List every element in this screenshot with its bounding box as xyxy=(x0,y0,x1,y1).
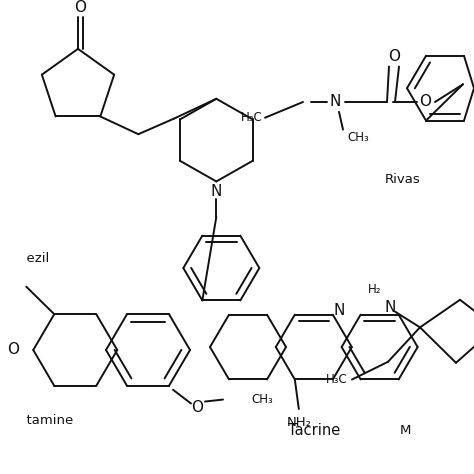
Text: H₂: H₂ xyxy=(367,283,381,296)
Text: N: N xyxy=(210,184,222,199)
Text: H₃C: H₃C xyxy=(241,111,263,124)
Text: ezil: ezil xyxy=(18,252,49,264)
Text: H₃C: H₃C xyxy=(326,373,348,386)
Text: tamine: tamine xyxy=(18,414,73,428)
Text: N: N xyxy=(333,303,345,318)
Text: NH₂: NH₂ xyxy=(286,416,311,429)
Text: Tacrine: Tacrine xyxy=(288,423,340,438)
Text: O: O xyxy=(388,49,400,64)
Text: O: O xyxy=(191,400,203,415)
Text: CH₃: CH₃ xyxy=(251,393,273,406)
Text: O: O xyxy=(419,94,431,109)
Text: Rivas: Rivas xyxy=(385,173,421,186)
Text: N: N xyxy=(329,94,341,109)
Text: M: M xyxy=(400,424,411,437)
Text: O: O xyxy=(7,343,19,357)
Text: N: N xyxy=(385,300,396,315)
Text: O: O xyxy=(74,0,86,15)
Text: CH₃: CH₃ xyxy=(347,131,369,144)
